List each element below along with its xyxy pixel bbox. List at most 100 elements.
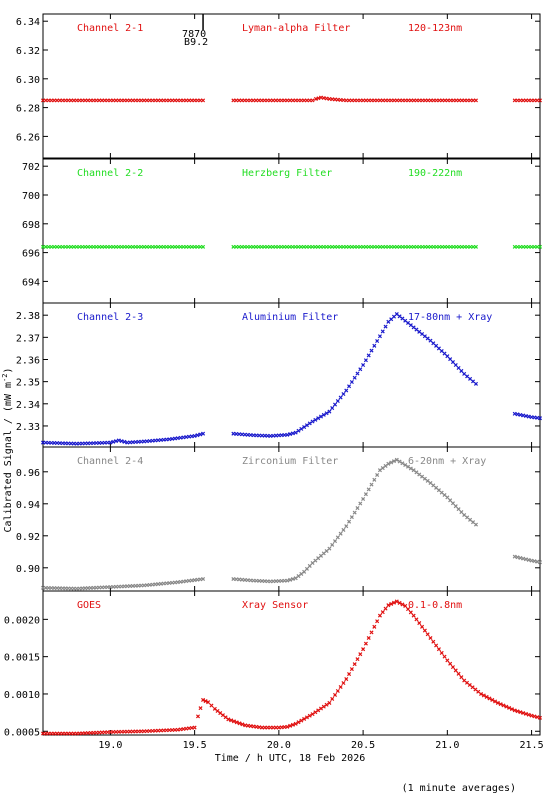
panel-frame — [42, 590, 541, 736]
data-point — [471, 520, 476, 525]
data-point — [302, 716, 307, 721]
series-2 — [231, 95, 479, 103]
y-axis-label-close: ) — [3, 368, 14, 374]
data-point — [420, 624, 425, 629]
data-point — [335, 535, 340, 540]
y-tick-label: 6.32 — [16, 46, 40, 57]
data-point — [445, 495, 450, 500]
data-point — [490, 697, 495, 702]
data-point — [391, 459, 397, 464]
data-point — [330, 542, 335, 547]
data-point — [288, 432, 293, 437]
series-2 — [231, 312, 479, 438]
data-point — [192, 433, 197, 438]
data-point — [389, 317, 394, 322]
data-point — [316, 96, 321, 101]
data-point — [116, 438, 121, 443]
data-point — [307, 563, 312, 568]
data-point — [361, 647, 366, 652]
data-point — [318, 414, 324, 419]
data-point — [380, 610, 385, 615]
data-point — [448, 661, 453, 666]
y-tick-label: 0.90 — [16, 564, 40, 575]
data-point — [341, 391, 346, 397]
data-point — [113, 439, 119, 444]
data-point — [509, 707, 514, 712]
series-1 — [40, 576, 206, 591]
data-point — [518, 555, 523, 560]
panel-1: 6.26 6.28 6.30 6.32 6.34 Channel 2-1 Lyman-alp… — [16, 13, 543, 159]
y-tick-label: 0.0015 — [4, 653, 40, 664]
series-3 — [512, 244, 543, 249]
data-point — [327, 409, 332, 414]
data-point — [302, 425, 307, 430]
data-point — [349, 379, 354, 385]
data-point — [231, 719, 236, 724]
data-point — [240, 722, 245, 727]
data-point — [434, 343, 439, 348]
data-point — [304, 715, 309, 720]
data-point — [465, 374, 470, 379]
data-point — [512, 554, 517, 559]
data-point — [380, 329, 385, 334]
x-tick-label: 21.0 — [435, 740, 459, 751]
data-point — [459, 675, 464, 680]
data-point — [285, 432, 290, 437]
data-point — [445, 658, 450, 663]
panel-band-label: 17-80nm + Xray — [408, 312, 492, 323]
panel-filter-label: Zirconium Filter — [242, 456, 338, 467]
panels: 6.26 6.28 6.30 6.32 6.34 Channel 2-1 Lyman-alp… — [4, 13, 543, 738]
data-point — [442, 351, 447, 356]
y-axis-label: Calibrated Signal / (mW m-2) — [1, 368, 14, 533]
data-point — [302, 569, 307, 574]
data-point — [397, 459, 402, 464]
y-tick-label: 6.28 — [16, 104, 40, 115]
data-point — [293, 430, 298, 435]
data-point — [318, 706, 324, 711]
data-point — [122, 439, 127, 444]
data-point — [391, 600, 397, 605]
data-point — [453, 668, 458, 673]
data-point — [403, 603, 408, 608]
panel-5: 0.0005 0.0010 0.0015 0.0020 GOES Xray Sensor 0… — [4, 590, 543, 738]
data-point — [234, 720, 239, 725]
data-point — [473, 381, 479, 386]
data-point — [431, 639, 436, 644]
data-point — [195, 714, 201, 719]
y-tick-label: 2.35 — [16, 378, 40, 389]
panel-filter-label: Lyman-alpha Filter — [242, 23, 350, 34]
data-point — [195, 433, 200, 438]
data-point — [355, 657, 360, 662]
data-point — [313, 96, 318, 101]
series-1 — [40, 599, 543, 736]
data-point — [436, 346, 441, 351]
data-point — [198, 432, 203, 437]
data-point — [288, 723, 293, 728]
data-point — [372, 477, 377, 482]
data-point — [408, 610, 413, 615]
y-tick-label: 696 — [22, 249, 40, 260]
data-point — [400, 461, 405, 466]
y-tick-label: 6.26 — [16, 132, 40, 143]
data-point — [523, 557, 528, 562]
data-point — [352, 375, 357, 380]
data-point — [473, 98, 479, 103]
data-point — [383, 324, 388, 329]
x-tick-label: 19.5 — [183, 740, 207, 751]
data-point — [504, 704, 509, 709]
data-point — [450, 665, 455, 670]
data-point — [349, 667, 354, 672]
data-point — [369, 348, 374, 353]
data-point — [445, 354, 450, 359]
data-point — [372, 624, 377, 629]
data-point — [442, 654, 447, 659]
data-point — [537, 98, 543, 103]
panel-band-label: 0.1-0.8nm — [408, 600, 462, 611]
panel-channel-label: GOES — [77, 600, 101, 611]
data-point — [299, 718, 304, 723]
data-point — [327, 700, 332, 705]
data-point — [310, 98, 315, 103]
data-point — [471, 379, 476, 384]
x-axis: 19.0 19.5 20.0 20.5 21.0 21.5 — [98, 740, 543, 751]
panel-filter-label: Aluminium Filter — [242, 312, 338, 323]
